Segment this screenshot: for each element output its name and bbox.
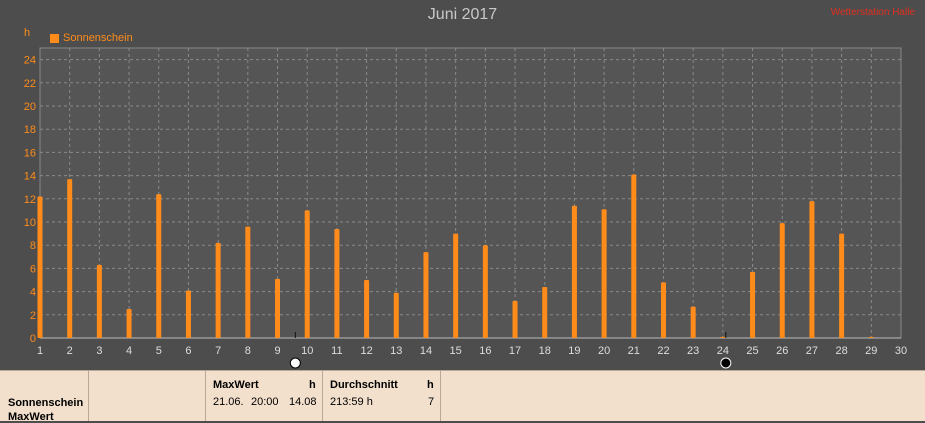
- bar: [601, 209, 607, 338]
- station-watermark: Wetterstation Halle: [830, 7, 915, 18]
- bar: [868, 336, 874, 338]
- x-tick-label: 15: [450, 345, 462, 357]
- bar: [126, 309, 132, 338]
- x-tick-label: 19: [568, 345, 580, 357]
- chart-area: 0 2 4 6 8 10 12 14 16 18 20 22 24 1 2 3 4 5 6 7 8 9 10 11 12 13 14…: [24, 6, 915, 369]
- y-tick-label: 10: [24, 217, 36, 229]
- avg-unit: h: [427, 379, 434, 391]
- bar: [690, 306, 696, 338]
- bar: [393, 292, 399, 338]
- bar: [839, 233, 845, 338]
- x-tick-label: 5: [156, 345, 162, 357]
- x-tick-label: 3: [96, 345, 102, 357]
- bar: [542, 286, 548, 338]
- x-tick-label: 30: [895, 345, 907, 357]
- x-tick-label: 26: [776, 345, 788, 357]
- bar: [215, 242, 221, 338]
- y-tick-label: 22: [24, 78, 36, 90]
- legend: Sonnenschein: [50, 32, 133, 44]
- chart-title: Juni 2017: [427, 6, 498, 23]
- x-tick-label: 4: [126, 345, 132, 357]
- bar: [364, 280, 370, 338]
- avg-header: Durchschnitt: [330, 379, 398, 391]
- x-tick-label: 24: [717, 345, 729, 357]
- y-tick-label: 8: [30, 240, 36, 252]
- y-tick-label: 14: [24, 171, 36, 183]
- bar: [720, 336, 726, 338]
- bar: [275, 278, 281, 338]
- bar: [423, 252, 429, 338]
- x-tick-label: 12: [360, 345, 372, 357]
- x-tick-label: 13: [390, 345, 402, 357]
- x-tick-label: 2: [67, 345, 73, 357]
- y-tick-label: 18: [24, 124, 36, 136]
- bar: [779, 223, 785, 338]
- x-tick-label: 23: [687, 345, 699, 357]
- x-tick-label: 6: [185, 345, 191, 357]
- legend-label: Sonnenschein: [63, 32, 133, 44]
- bar: [37, 196, 43, 338]
- x-tick-label: 25: [746, 345, 758, 357]
- y-tick-label: 0: [30, 333, 36, 345]
- bar: [67, 179, 73, 338]
- max-unit: h: [309, 379, 316, 391]
- x-tick-label: 22: [657, 345, 669, 357]
- bar: [334, 228, 340, 338]
- stats-row-label: MaxWert: [8, 411, 54, 423]
- plot-background: [39, 47, 902, 339]
- y-tick-label: 12: [24, 194, 36, 206]
- bar: [96, 264, 102, 338]
- x-tick-label: 10: [301, 345, 313, 357]
- bar: [482, 245, 488, 338]
- x-tick-label: 8: [245, 345, 251, 357]
- x-tick-label: 17: [509, 345, 521, 357]
- bar: [750, 271, 756, 338]
- legend-swatch: [50, 33, 59, 43]
- y-tick-label: 16: [24, 147, 36, 159]
- x-tick-label: 14: [420, 345, 432, 357]
- new-moon-icon: [720, 357, 732, 369]
- x-tick-label: 16: [479, 345, 491, 357]
- bar: [631, 174, 637, 338]
- bar: [571, 205, 577, 338]
- bar: [156, 194, 162, 338]
- y-tick-label: 2: [30, 310, 36, 322]
- x-tick-label: 20: [598, 345, 610, 357]
- stats-empty-column: [88, 371, 206, 421]
- x-tick-label: 7: [215, 345, 221, 357]
- y-tick-label: 20: [24, 101, 36, 113]
- bar: [245, 226, 251, 338]
- y-tick-label: 6: [30, 263, 36, 275]
- max-time: 20:00: [251, 396, 279, 408]
- full-moon-icon: [289, 357, 301, 369]
- y-axis-unit: h: [24, 27, 31, 39]
- stats-label-column: Sonnenschein MaxWert: [0, 371, 89, 423]
- max-header: MaxWert: [213, 379, 259, 391]
- stats-panel: Sonnenschein MaxWert MaxWert h 21.06. 20…: [0, 370, 925, 423]
- x-tick-label: 1: [37, 345, 43, 357]
- max-date: 21.06.: [213, 396, 244, 408]
- stats-max-column: MaxWert h 21.06. 20:00 14.08: [205, 371, 323, 421]
- stats-row-label: Sonnenschein: [8, 397, 84, 409]
- x-tick-label: 21: [628, 345, 640, 357]
- x-tick-label: 18: [539, 345, 551, 357]
- x-tick-label: 9: [274, 345, 280, 357]
- avg-value: 213:59 h: [330, 396, 373, 408]
- x-tick-label: 28: [835, 345, 847, 357]
- x-tick-label: 29: [865, 345, 877, 357]
- y-tick-label: 4: [30, 287, 36, 299]
- max-value: 14.08: [289, 396, 317, 408]
- x-tick-label: 11: [331, 345, 342, 357]
- bar: [185, 290, 191, 338]
- bar: [512, 300, 518, 338]
- bar: [809, 201, 815, 338]
- bar: [453, 233, 459, 338]
- stats-avg-column: Durchschnitt h 213:59 h 7: [322, 371, 441, 421]
- avg-count: 7: [428, 396, 435, 408]
- bar: [660, 282, 666, 338]
- x-tick-label: 27: [806, 345, 818, 357]
- bar: [304, 210, 310, 338]
- y-tick-label: 24: [24, 55, 36, 67]
